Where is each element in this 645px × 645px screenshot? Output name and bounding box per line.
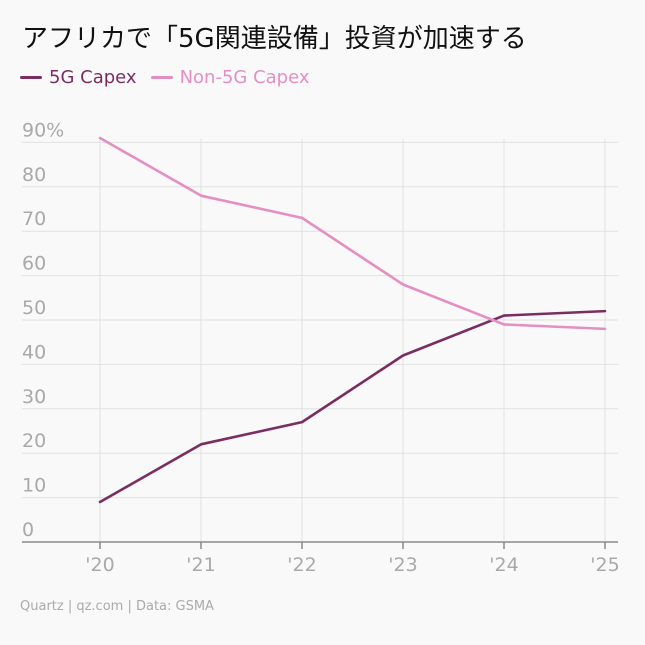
x-tick-label-3: '23 xyxy=(388,554,417,576)
legend-item-5g-capex: 5G Capex xyxy=(20,67,137,88)
x-tick-label-1: '21 xyxy=(186,554,215,576)
legend-item-non-5g-capex: Non-5G Capex xyxy=(150,67,310,88)
x-tick-label-5: '25 xyxy=(590,554,619,576)
legend-swatch-5g-capex xyxy=(20,76,42,79)
y-tick-label-60: 60 xyxy=(22,253,46,275)
y-tick-label-10: 10 xyxy=(22,475,46,497)
x-tick-label-2: '22 xyxy=(287,554,316,576)
legend-label-non-5g-capex: Non-5G Capex xyxy=(179,67,310,88)
y-tick-label-40: 40 xyxy=(22,341,46,363)
y-tick-label-90: 90% xyxy=(22,119,64,141)
series-line-5g-capex xyxy=(98,309,607,504)
chart-title: アフリカで「5G関連設備」投資が加速する xyxy=(22,24,527,54)
legend: 5G Capex Non-5G Capex xyxy=(20,67,324,88)
y-tick-label-20: 20 xyxy=(22,430,46,452)
y-tick-label-0: 0 xyxy=(22,519,34,541)
series-line-non-5g-capex xyxy=(98,136,607,331)
x-tick-label-4: '24 xyxy=(489,554,518,576)
y-tick-label-80: 80 xyxy=(22,164,46,186)
legend-swatch-non-5g-capex xyxy=(150,76,173,79)
source-note: Quartz | qz.com | Data: GSMA xyxy=(20,599,214,614)
legend-label-5g-capex: 5G Capex xyxy=(49,67,137,88)
x-tick-label-0: '20 xyxy=(85,554,114,576)
y-tick-label-70: 70 xyxy=(22,208,46,230)
y-tick-label-30: 30 xyxy=(22,386,46,408)
y-tick-label-50: 50 xyxy=(22,297,46,319)
